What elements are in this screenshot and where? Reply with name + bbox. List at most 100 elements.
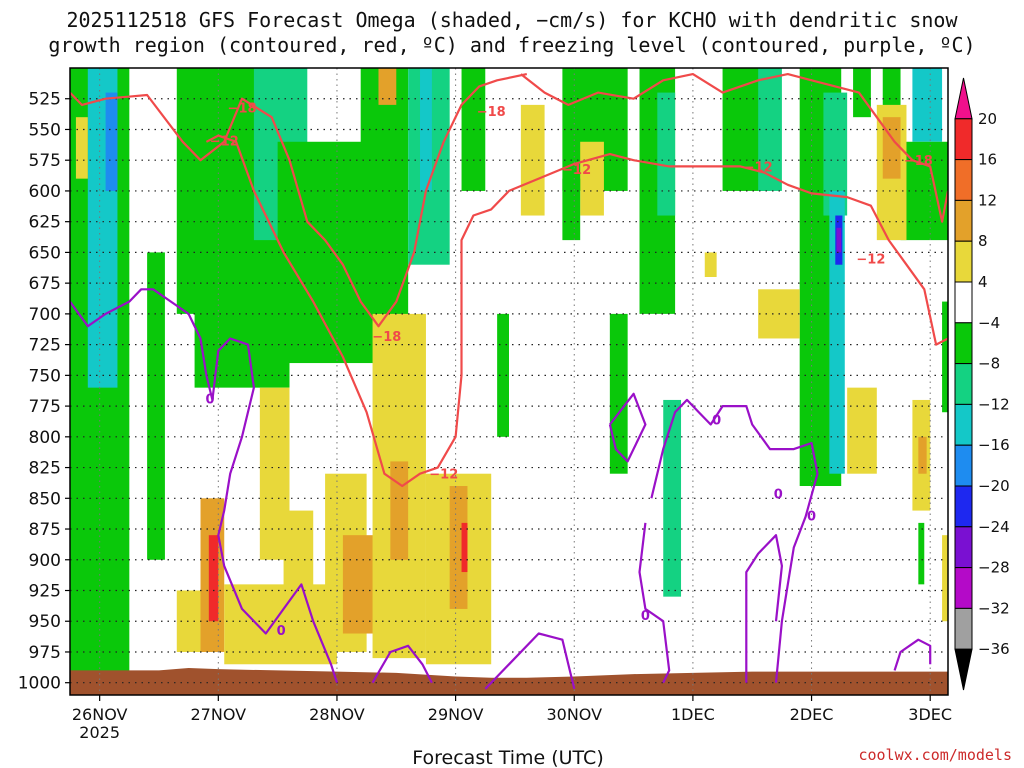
contour-label-3: −12: [744, 160, 773, 175]
x-tick-label-6: 2DEC: [790, 705, 834, 724]
colorbar-bin-11: [954, 526, 973, 569]
colorbar-bin-8: [954, 403, 973, 446]
contour-label-1: −12: [210, 135, 239, 150]
freezing-contour-6: [608, 392, 647, 463]
temperature-contours: [70, 73, 948, 690]
contour-label-7: −18: [372, 330, 401, 345]
colorbar-label-2: 12: [978, 191, 997, 209]
colorbar-label-4: 4: [978, 273, 988, 291]
omega-cell-17: [609, 313, 628, 474]
contour-label-13: 0: [641, 609, 650, 624]
contour-label-12: 0: [807, 510, 816, 525]
y-axis: 525 550 575 600 625 650 675 700 725 750 775 800 825 8…: [18, 90, 70, 694]
omega-cell-58: [942, 535, 948, 622]
contour-label-6: −18: [477, 105, 506, 120]
omega-cell-13: [420, 68, 432, 191]
freezing-contour-9: [745, 534, 783, 683]
omega-cell-46: [449, 486, 468, 609]
colorbar-label-9: −20: [978, 477, 1010, 495]
colorbar-bin-2: [954, 159, 973, 201]
y-tick-label-0: 525: [29, 90, 61, 110]
colorbar-top-arrow: [954, 77, 973, 120]
colorbar-label-6: −8: [978, 355, 1000, 373]
contour-label-0: −18: [228, 101, 257, 116]
x-tick-label-4: 30NOV: [546, 705, 602, 724]
colorbar: 20 16 12 8 4 −4 −8 −12 −16 −20 −24 −28 −32 −36: [954, 77, 1010, 691]
omega-cell-11: [360, 68, 409, 339]
omega-cell-20: [663, 399, 682, 597]
omega-cell-2: [105, 92, 118, 191]
freezing-contour-7: [650, 398, 819, 683]
y-tick-label-15: 900: [29, 551, 61, 571]
freezing-contour-3: [70, 288, 339, 684]
dgz-contour-0: [70, 73, 528, 328]
freezing-contour-4: [371, 644, 433, 684]
omega-cell-50: [580, 141, 604, 216]
x-tick-label-5: 1DEC: [671, 705, 715, 724]
colorbar-label-12: −32: [978, 599, 1010, 617]
omega-cell-51: [704, 252, 717, 277]
colorbar-bin-10: [954, 485, 973, 528]
y-tick-label-5: 650: [29, 243, 61, 263]
colorbar-bin-5: [954, 281, 973, 324]
x-tick-label-2: 28NOV: [309, 705, 365, 724]
omega-cell-28: [853, 68, 871, 118]
y-tick-label-14: 875: [29, 520, 61, 540]
grid-lines: [70, 68, 948, 695]
colorbar-label-1: 16: [978, 151, 997, 169]
y-tick-label-13: 850: [29, 489, 61, 509]
y-tick-label-2: 575: [29, 151, 61, 171]
ground-fill: [70, 667, 948, 695]
freezing-contour-5: [484, 632, 576, 690]
colorbar-bin-9: [954, 444, 973, 487]
omega-cell-53: [847, 387, 877, 474]
omega-cell-33: [942, 301, 948, 413]
omega-cell-30: [912, 68, 943, 142]
omega-cell-27: [836, 227, 842, 253]
x-axis-title: Forecast Time (UTC): [412, 747, 603, 768]
y-tick-label-8: 725: [29, 336, 61, 356]
colorbar-bin-13: [954, 607, 973, 650]
ground-area: [70, 667, 948, 695]
omega-cell-48: [75, 117, 88, 179]
contour-label-14: 0: [205, 393, 214, 408]
y-tick-label-10: 775: [29, 397, 61, 417]
colorbar-label-13: −36: [978, 640, 1010, 658]
omega-cell-37: [208, 535, 219, 622]
colorbar-bin-3: [954, 199, 973, 242]
omega-cell-59: [562, 178, 581, 241]
omega-cell-24: [823, 92, 848, 216]
y-tick-label-7: 700: [29, 305, 61, 325]
site-credit: coolwx.com/models: [858, 746, 1012, 764]
contour-labels: −18 −12 −12 −12 −12 −12 −18 −18 −18 0 0 0 0 0 0: [205, 101, 932, 639]
contour-label-5: −12: [856, 253, 885, 268]
freezing-contour-10: [893, 638, 932, 671]
x-tick-label-7: 3DEC: [908, 705, 952, 724]
contour-label-4: −12: [429, 468, 458, 483]
colorbar-bin-12: [954, 567, 973, 609]
colorbar-bin-7: [954, 363, 973, 405]
colorbar-label-11: −28: [978, 559, 1010, 577]
colorbar-label-10: −24: [978, 518, 1010, 536]
y-tick-label-17: 950: [29, 612, 61, 632]
omega-cell-44: [390, 461, 409, 560]
dgz-contour-2: [205, 134, 948, 488]
dgz-contour-1: [520, 73, 948, 223]
omega-cell-32: [918, 522, 925, 585]
contour-label-8: −18: [904, 154, 933, 169]
colorbar-label-5: −4: [978, 314, 1000, 332]
x-tick-label-1: 27NOV: [191, 705, 247, 724]
colorbar-bottom-arrow: [954, 648, 973, 691]
contour-label-11: 0: [774, 487, 783, 502]
omega-cell-3: [147, 252, 165, 560]
y-tick-label-3: 600: [29, 182, 61, 202]
x-tick-label-3: 29NOV: [428, 705, 484, 724]
freezing-contour-8: [638, 522, 671, 684]
colorbar-bin-4: [954, 240, 973, 283]
colorbar-bin-6: [954, 322, 973, 365]
y-tick-label-4: 625: [29, 213, 61, 233]
omega-cell-31: [900, 141, 948, 241]
colorbar-bin-1: [954, 118, 973, 161]
colorbar-label-7: −12: [978, 395, 1010, 413]
